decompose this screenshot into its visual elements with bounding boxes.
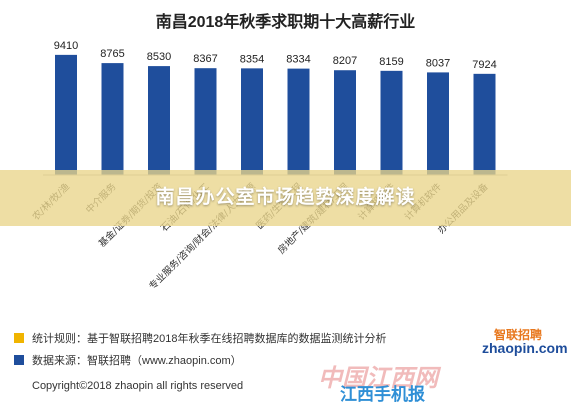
- data-label-9: 7924: [472, 59, 496, 71]
- overlay-banner: 南昌办公室市场趋势深度解读: [0, 170, 571, 226]
- bar-9: [473, 73, 496, 175]
- chart-title: 南昌2018年秋季求职期十大高薪行业: [155, 14, 416, 31]
- brand-cn: 智联招聘: [494, 328, 543, 342]
- brand-en: zhaopin.com: [482, 340, 568, 356]
- rule-marker: [14, 333, 24, 343]
- source-text: 数据来源：智联招聘（www.zhaopin.com）: [32, 355, 242, 367]
- bar-4: [241, 68, 263, 175]
- banner-text: 南昌办公室市场趋势深度解读: [155, 187, 416, 208]
- bar-0: [55, 54, 77, 175]
- bar-8: [427, 72, 449, 175]
- data-label-3: 8367: [193, 53, 217, 65]
- data-label-0: 9410: [54, 40, 78, 52]
- bar-1: [101, 63, 124, 175]
- data-label-1: 8765: [100, 48, 124, 60]
- watermark-cn: 中国江西网: [318, 365, 438, 392]
- rule-note: 统计规则：基于智联招聘2018年秋季在线招聘数据库的数据监测统计分析: [14, 330, 386, 346]
- data-label-8: 8037: [426, 57, 450, 69]
- bar-chart-canvas: 9410农/林/牧/渔8765中介服务8530基金/证券/期货/投资8367石油…: [30, 40, 508, 292]
- data-label-2: 8530: [147, 51, 171, 63]
- bar-3: [194, 68, 217, 175]
- source-note: 数据来源：智联招聘（www.zhaopin.com）: [14, 352, 242, 368]
- bar-5: [287, 68, 310, 175]
- data-label-5: 8334: [286, 54, 310, 66]
- watermark-site: 江西手机报: [340, 385, 425, 404]
- source-marker: [14, 355, 24, 365]
- bar-2: [148, 66, 170, 175]
- data-label-7: 8159: [379, 56, 403, 68]
- copyright-text: Copyright©2018 zhaopin all rights reserv…: [32, 380, 244, 392]
- bar-6: [334, 70, 356, 175]
- watermark: 中国江西网 江西手机报: [318, 358, 468, 404]
- data-label-6: 8207: [333, 55, 357, 67]
- footer: 统计规则：基于智联招聘2018年秋季在线招聘数据库的数据监测统计分析 数据来源：…: [0, 318, 571, 404]
- zhaopin-logo: 智联招聘 zhaopin.com: [472, 326, 568, 356]
- rule-text: 统计规则：基于智联招聘2018年秋季在线招聘数据库的数据监测统计分析: [32, 333, 387, 345]
- data-label-4: 8354: [240, 53, 264, 65]
- bar-7: [380, 70, 403, 175]
